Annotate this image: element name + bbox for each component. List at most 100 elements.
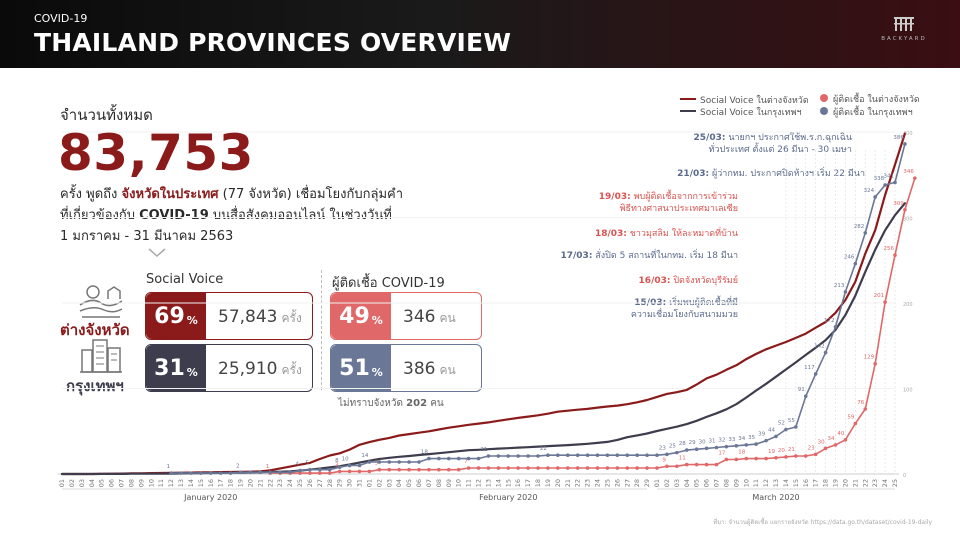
x-tick-label: 17 [524, 479, 532, 487]
brand-name: BACKYARD [881, 36, 927, 42]
data-point [367, 469, 372, 474]
data-point [893, 180, 897, 185]
legend-infected-bangkok: ผู้ติดเชื้อ ในกรุงเทพฯ [833, 108, 913, 118]
x-tick-label: 26 [306, 479, 314, 487]
data-point [397, 460, 401, 464]
month-label: February 2020 [479, 493, 537, 502]
data-label: 201 [874, 293, 885, 299]
count-unit: ครั้ง [281, 311, 302, 325]
y-tick-label: 300 [903, 217, 913, 223]
data-point [585, 466, 590, 470]
data-label: 52 [778, 421, 785, 427]
x-tick-label: 07 [425, 479, 433, 487]
x-tick-label: 22 [266, 479, 274, 487]
count-unit: คน [439, 311, 456, 325]
y-tick-label: 0 [903, 473, 906, 479]
data-point [714, 445, 719, 450]
x-tick-label: 16 [514, 479, 522, 487]
data-label: 34 [828, 436, 835, 442]
data-label: 25 [669, 444, 676, 450]
data-label: 246 [844, 255, 855, 261]
data-label: 256 [884, 246, 895, 252]
pct-value: 69 [154, 303, 185, 329]
pct-value: 51 [339, 355, 370, 381]
data-point [427, 456, 431, 461]
annotation-date: 18/03: [594, 229, 627, 239]
x-tick-label: 10 [147, 479, 155, 487]
pct-box: 69% [146, 293, 206, 339]
backyard-logo-icon [894, 17, 914, 31]
data-point [625, 453, 630, 457]
data-point [526, 466, 530, 470]
pct-symbol: % [371, 365, 383, 379]
data-label: 59 [847, 415, 854, 421]
data-point [169, 471, 173, 475]
data-label: 32 [718, 438, 725, 444]
card-social-bangkok: 31% 25,910 ครั้ง [145, 344, 313, 392]
pct-box: 49% [331, 293, 391, 339]
data-point [377, 467, 382, 472]
data-point [635, 466, 639, 470]
annotation-text: พบผู้ติดเชื้อจากการเข้าร่วม [630, 192, 738, 202]
x-tick-label: 28 [326, 479, 334, 487]
count-value: 386 คน [403, 359, 456, 380]
data-label: 55 [788, 418, 795, 424]
data-label: 40 [837, 431, 844, 437]
x-tick-label: 05 [693, 479, 701, 487]
data-point [823, 446, 828, 451]
data-point [456, 467, 461, 472]
month-label: January 2020 [183, 493, 237, 502]
annotation-25-03: 25/03: นายกฯ ประกาศใช้พ.ร.ก.ฉุกเฉิน ทั่ว… [694, 132, 852, 156]
total-value: 83,753 [58, 124, 254, 182]
legend-swatch-infected-provinces [820, 94, 828, 102]
x-tick-label: 08 [722, 479, 730, 487]
data-label: 17 [718, 450, 725, 456]
x-tick-label: 26 [613, 479, 621, 487]
data-point [655, 466, 659, 470]
x-tick-label: 09 [137, 479, 145, 487]
data-point [387, 460, 392, 464]
summary-description: ครั้ง พูดถึง จังหวัดในประเทศ (77 จังหวัด… [60, 184, 480, 247]
data-point [704, 446, 709, 451]
data-label: 3 [335, 462, 339, 468]
data-point [298, 468, 302, 473]
data-label: 7 [464, 459, 468, 465]
data-label: 29 [689, 440, 696, 446]
data-point [883, 183, 887, 187]
count-unit: ครั้ง [281, 363, 302, 377]
data-label: 324 [864, 188, 875, 194]
data-point [903, 142, 907, 146]
data-point [407, 467, 411, 472]
data-point [516, 454, 520, 458]
data-label: 23 [808, 445, 815, 451]
pct-value: 49 [339, 303, 370, 329]
x-tick-label: 04 [683, 479, 691, 487]
annotation-text: ทั่วประเทศ ตั้งแต่ 26 มีนา - 30 เมษา [708, 145, 852, 155]
x-tick-label: 01 [58, 479, 66, 487]
data-label: 1 [266, 464, 270, 470]
x-tick-label: 09 [445, 479, 453, 487]
x-tick-label: 11 [752, 479, 760, 487]
x-tick-label: 27 [316, 479, 324, 487]
data-point [645, 466, 649, 470]
data-point [694, 462, 699, 467]
data-label: 21 [480, 447, 487, 453]
count-number: 346 [403, 307, 436, 327]
data-point [595, 466, 600, 470]
data-point [496, 466, 501, 470]
data-point [704, 462, 709, 467]
pct-box: 51% [331, 345, 391, 391]
data-point [417, 467, 421, 472]
x-tick-label: 23 [276, 479, 284, 487]
data-point [318, 471, 322, 475]
data-label: 30 [699, 439, 706, 445]
data-label: 9 [662, 457, 666, 463]
data-point [873, 361, 877, 366]
x-tick-label: 02 [68, 479, 76, 487]
data-point [397, 467, 401, 472]
pct-symbol: % [371, 313, 383, 327]
data-point [417, 460, 421, 464]
annotation-19-03: 19/03: พบผู้ติดเชื้อจากการเข้าร่วม พิธีท… [599, 191, 738, 215]
data-point [754, 442, 758, 446]
